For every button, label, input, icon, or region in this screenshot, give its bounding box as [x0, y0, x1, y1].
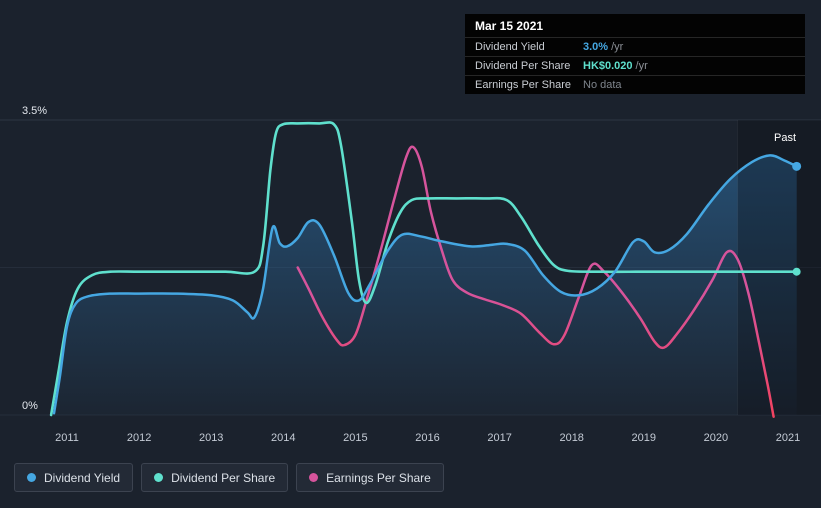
x-axis-tick: 2013 — [199, 432, 223, 444]
x-axis-tick: 2019 — [632, 432, 656, 444]
legend-label: Earnings Per Share — [326, 470, 431, 485]
tooltip-label: Earnings Per Share — [475, 79, 571, 91]
x-axis-tick: 2016 — [415, 432, 439, 444]
dividend-yield-dot-icon — [27, 473, 36, 482]
series-end-dot — [792, 161, 802, 171]
legend-label: Dividend Per Share — [171, 470, 276, 485]
tooltip-date: Mar 15 2021 — [475, 19, 544, 33]
series-line-earnings-per-share — [296, 145, 775, 418]
legend-item-earnings-per-share[interactable]: Earnings Per Share — [296, 463, 444, 492]
legend-label: Dividend Yield — [44, 470, 121, 485]
past-band — [737, 120, 821, 415]
x-axis-tick: 2018 — [559, 432, 583, 444]
x-axis-tick: 2017 — [487, 432, 511, 444]
series-line-dividend-yield — [52, 154, 798, 415]
x-axis-tick: 2011 — [55, 432, 79, 444]
tooltip-row-dividend-yield: Dividend Yield 3.0% /yr — [465, 37, 805, 56]
x-axis-tick: 2020 — [704, 432, 728, 444]
tooltip-label: Dividend Per Share — [475, 60, 571, 72]
x-axis-tick: 2015 — [343, 432, 367, 444]
y-axis-tick: 3.5% — [22, 105, 47, 117]
x-axis-tick: 2014 — [271, 432, 295, 444]
tooltip-value-suffix: /yr — [635, 60, 648, 72]
series-line-dividend-per-share — [49, 121, 798, 417]
dividend-yield-area — [54, 155, 797, 415]
tooltip-row-earnings-per-share: Earnings Per Share No data — [465, 75, 805, 94]
y-axis-tick: 0% — [22, 400, 38, 412]
series-end-dot — [792, 267, 801, 276]
chart-tooltip: Mar 15 2021 Dividend Yield 3.0% /yr Divi… — [465, 14, 805, 94]
tooltip-value: No data — [583, 79, 622, 91]
chart-legend: Dividend Yield Dividend Per Share Earnin… — [14, 463, 444, 492]
legend-item-dividend-yield[interactable]: Dividend Yield — [14, 463, 134, 492]
tooltip-value: HK$0.020 — [583, 60, 633, 72]
x-axis-tick: 2021 — [776, 432, 800, 444]
earnings-per-share-dot-icon — [309, 473, 319, 482]
tooltip-value-suffix: /yr — [611, 41, 624, 53]
x-axis-tick: 2012 — [127, 432, 151, 444]
tooltip-value: 3.0% — [583, 41, 609, 53]
tooltip-row-dividend-per-share: Dividend Per Share HK$0.020 /yr — [465, 56, 805, 75]
past-label: Past — [774, 132, 796, 144]
tooltip-label: Dividend Yield — [475, 41, 545, 53]
legend-item-dividend-per-share[interactable]: Dividend Per Share — [141, 463, 289, 492]
dividend-per-share-dot-icon — [154, 473, 164, 482]
